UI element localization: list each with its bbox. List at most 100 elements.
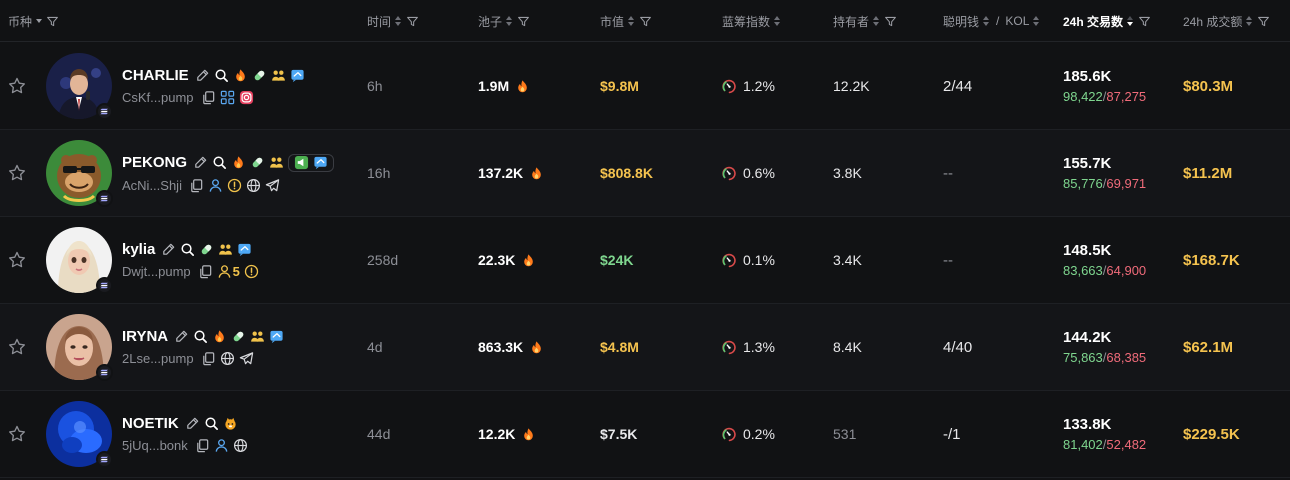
gauge-icon [722,427,737,442]
filter-icon[interactable] [517,15,530,28]
sort-icon[interactable] [774,15,781,27]
token-symbol[interactable]: NOETIK [122,415,179,432]
search-icon[interactable] [212,155,227,170]
copy-icon[interactable] [198,264,213,279]
table-row[interactable]: kylia Dwjt...pump 5 258d 22.3K $24K 0.1%… [0,217,1290,304]
smart-kol-value: -- [943,251,953,269]
sort-icon[interactable] [983,15,990,27]
header-holders[interactable]: 持有者 [833,0,897,42]
telegram-icon[interactable] [239,351,254,366]
tx-separator: / [1102,350,1107,365]
volume-24h: $62.1M [1183,338,1234,356]
sort-icon[interactable] [395,15,402,27]
header-bluechip[interactable]: 蓝筹指数 [722,0,781,42]
market-cap: $9.8M [600,78,639,94]
header-vol24h[interactable]: 24h 成交额 [1183,0,1270,42]
header-smart-kol[interactable]: 聪明钱 / KOL [943,0,1040,42]
header-coin-label: 币种 [8,14,33,29]
filter-icon[interactable] [406,15,419,28]
filter-icon[interactable] [639,15,652,28]
globe-icon[interactable] [220,351,235,366]
search-icon[interactable] [193,329,208,344]
person-icon[interactable] [208,178,223,193]
warning-icon[interactable] [227,178,242,193]
globe-icon[interactable] [233,438,248,453]
search-icon[interactable] [214,68,229,83]
avatar[interactable] [46,140,113,207]
token-symbol[interactable]: IRYNA [122,328,169,345]
star-icon[interactable] [7,337,27,357]
chevron-down-icon[interactable] [36,19,43,23]
token-symbol[interactable]: CHARLIE [122,67,189,84]
edit-icon[interactable] [193,155,208,170]
header-kol-label: KOL [1005,14,1030,28]
header-pool[interactable]: 池子 [478,0,530,42]
header-time[interactable]: 时间 [367,0,419,42]
star-icon[interactable] [7,76,27,96]
edit-icon[interactable] [185,416,200,431]
tx-cell: 155.7K 85,776/69,971 [1063,130,1146,216]
gauge-icon [722,253,737,268]
search-icon[interactable] [204,416,219,431]
instagram-icon[interactable] [239,90,254,105]
people-icon[interactable] [220,90,235,105]
sort-icon[interactable] [506,15,513,27]
edit-icon[interactable] [174,329,189,344]
bluechip-value: 0.2% [743,426,775,442]
avatar[interactable] [46,314,113,381]
avatar[interactable] [46,227,113,294]
copy-icon[interactable] [195,438,210,453]
filter-icon[interactable] [884,15,897,28]
favorite-button[interactable] [7,391,27,477]
megaphone-icon [294,155,309,170]
favorite-button[interactable] [7,43,27,129]
tx-separator: / [1102,89,1107,104]
person-icon[interactable] [217,264,232,279]
filter-icon[interactable] [1257,15,1270,28]
sort-icon[interactable] [1033,15,1040,27]
header-coin[interactable]: 币种 [8,0,59,42]
copy-icon[interactable] [201,90,216,105]
copy-icon[interactable] [201,351,216,366]
avatar[interactable] [46,401,113,468]
globe-icon[interactable] [246,178,261,193]
sort-icon[interactable] [628,15,635,27]
edit-icon[interactable] [161,242,176,257]
header-tx24h[interactable]: 24h 交易数 [1063,0,1151,42]
warning-icon[interactable] [244,264,259,279]
filter-icon[interactable] [46,15,59,28]
telegram-icon[interactable] [265,178,280,193]
bluechip-cell: 0.6% [722,130,775,216]
edit-icon[interactable] [195,68,210,83]
copy-icon[interactable] [189,178,204,193]
sort-desc-icon[interactable] [1127,15,1134,27]
tx-total: 185.6K [1063,68,1112,85]
pool-value: 22.3K [478,252,516,268]
search-icon[interactable] [180,242,195,257]
pool-cell: 22.3K [478,217,536,303]
social-badges[interactable] [288,153,335,172]
table-row[interactable]: PEKONG AcNi...Shji 16h 137.2K $808.8K 0.… [0,130,1290,217]
sort-icon[interactable] [873,15,880,27]
sort-icon[interactable] [1246,15,1253,27]
star-icon[interactable] [7,163,27,183]
person-icon[interactable] [214,438,229,453]
flame-icon [515,79,530,94]
star-icon[interactable] [7,424,27,444]
bluechip-cell: 0.1% [722,217,775,303]
table-row[interactable]: IRYNA 2Lse...pump 4d 863.3K $4.8M 1.3% 8… [0,304,1290,391]
solana-chain-icon [96,364,113,381]
favorite-button[interactable] [7,217,27,303]
token-symbol[interactable]: PEKONG [122,154,188,171]
table-row[interactable]: NOETIK 5jUq...bonk 44d 12.2K $7.5K 0.2% … [0,391,1290,478]
header-mcap[interactable]: 市值 [600,0,652,42]
avatar[interactable] [46,53,113,120]
tx-buys: 75,863 [1063,350,1103,365]
filter-icon[interactable] [1138,15,1151,28]
token-symbol[interactable]: kylia [122,241,156,258]
favorite-button[interactable] [7,304,27,390]
star-icon[interactable] [7,250,27,270]
favorite-button[interactable] [7,130,27,216]
table-row[interactable]: CHARLIE CsKf...pump 6h 1.9M $9.8M 1.2% 1… [0,43,1290,130]
token-age: 258d [367,252,399,268]
